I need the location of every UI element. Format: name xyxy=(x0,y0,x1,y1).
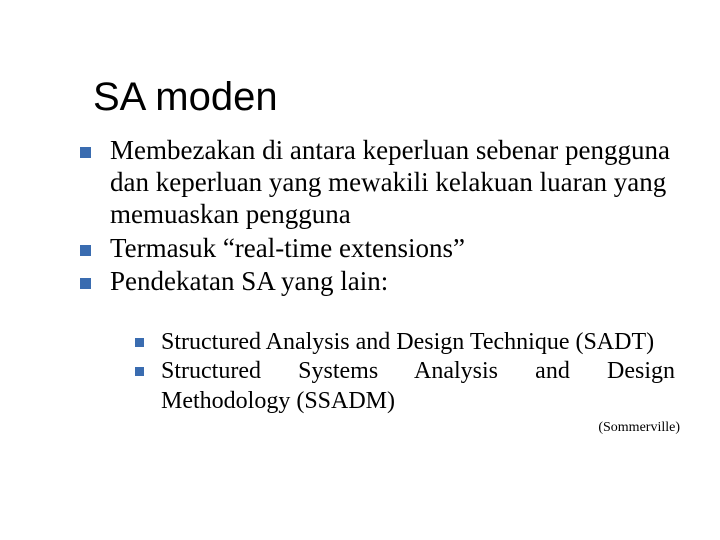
list-item-text: Membezakan di antara keperluan sebenar p… xyxy=(110,135,670,229)
sub-list-item-text: Structured Analysis and Design Technique… xyxy=(161,329,654,355)
citation-text: (Sommerville) xyxy=(598,420,680,436)
list-item: Pendekatan SA yang lain: xyxy=(80,266,670,298)
slide: SA moden Membezakan di antara keperluan … xyxy=(0,0,720,540)
list-item: Membezakan di antara keperluan sebenar p… xyxy=(80,135,670,231)
square-bullet-icon xyxy=(80,245,91,256)
sub-list-item: Structured Systems Analysis and Design M… xyxy=(135,357,675,416)
square-bullet-icon xyxy=(135,367,144,376)
square-bullet-icon xyxy=(135,338,144,347)
list-item-text: Pendekatan SA yang lain: xyxy=(110,266,388,296)
sub-list-item-text: Structured Systems Analysis and Design M… xyxy=(161,358,675,413)
sub-bullet-list: Structured Analysis and Design Technique… xyxy=(135,328,675,416)
square-bullet-icon xyxy=(80,147,91,158)
list-item-text: Termasuk “real-time extensions” xyxy=(110,233,465,263)
main-bullet-list: Membezakan di antara keperluan sebenar p… xyxy=(80,135,670,300)
list-item: Termasuk “real-time extensions” xyxy=(80,233,670,265)
square-bullet-icon xyxy=(80,278,91,289)
slide-title: SA moden xyxy=(93,75,278,120)
sub-list-item: Structured Analysis and Design Technique… xyxy=(135,328,675,357)
